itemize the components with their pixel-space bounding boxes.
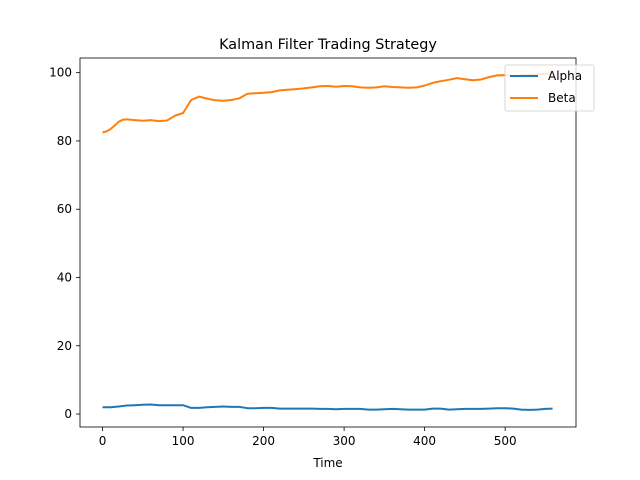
axes — [79, 57, 577, 428]
x-tick-label: 100 — [172, 434, 195, 448]
x-tick-label: 400 — [413, 434, 436, 448]
x-tick-label: 0 — [99, 434, 107, 448]
y-tick-label: 20 — [57, 339, 72, 353]
y-tick-label: 80 — [57, 134, 72, 148]
y-tick-label: 0 — [64, 407, 72, 421]
y-ticks: 0 20 40 60 80 100 — [49, 66, 80, 421]
x-axis-label: Time — [312, 456, 342, 470]
legend: Alpha Beta — [504, 64, 595, 112]
y-tick-label: 60 — [57, 202, 72, 216]
legend-alpha-label: Alpha — [548, 69, 582, 83]
plot-frame — [79, 57, 577, 428]
x-ticks: 0 100 200 300 400 500 — [99, 427, 517, 448]
series-line-alpha — [102, 403, 553, 411]
plot-lines — [102, 72, 553, 411]
legend-beta-label: Beta — [548, 91, 576, 105]
y-tick-label: 100 — [49, 66, 72, 80]
x-tick-label: 200 — [252, 434, 275, 448]
x-tick-label: 500 — [494, 434, 517, 448]
chart-title: Kalman Filter Trading Strategy — [219, 37, 437, 53]
y-tick-label: 40 — [57, 270, 72, 284]
x-tick-label: 300 — [333, 434, 356, 448]
series-line-beta — [102, 72, 553, 134]
